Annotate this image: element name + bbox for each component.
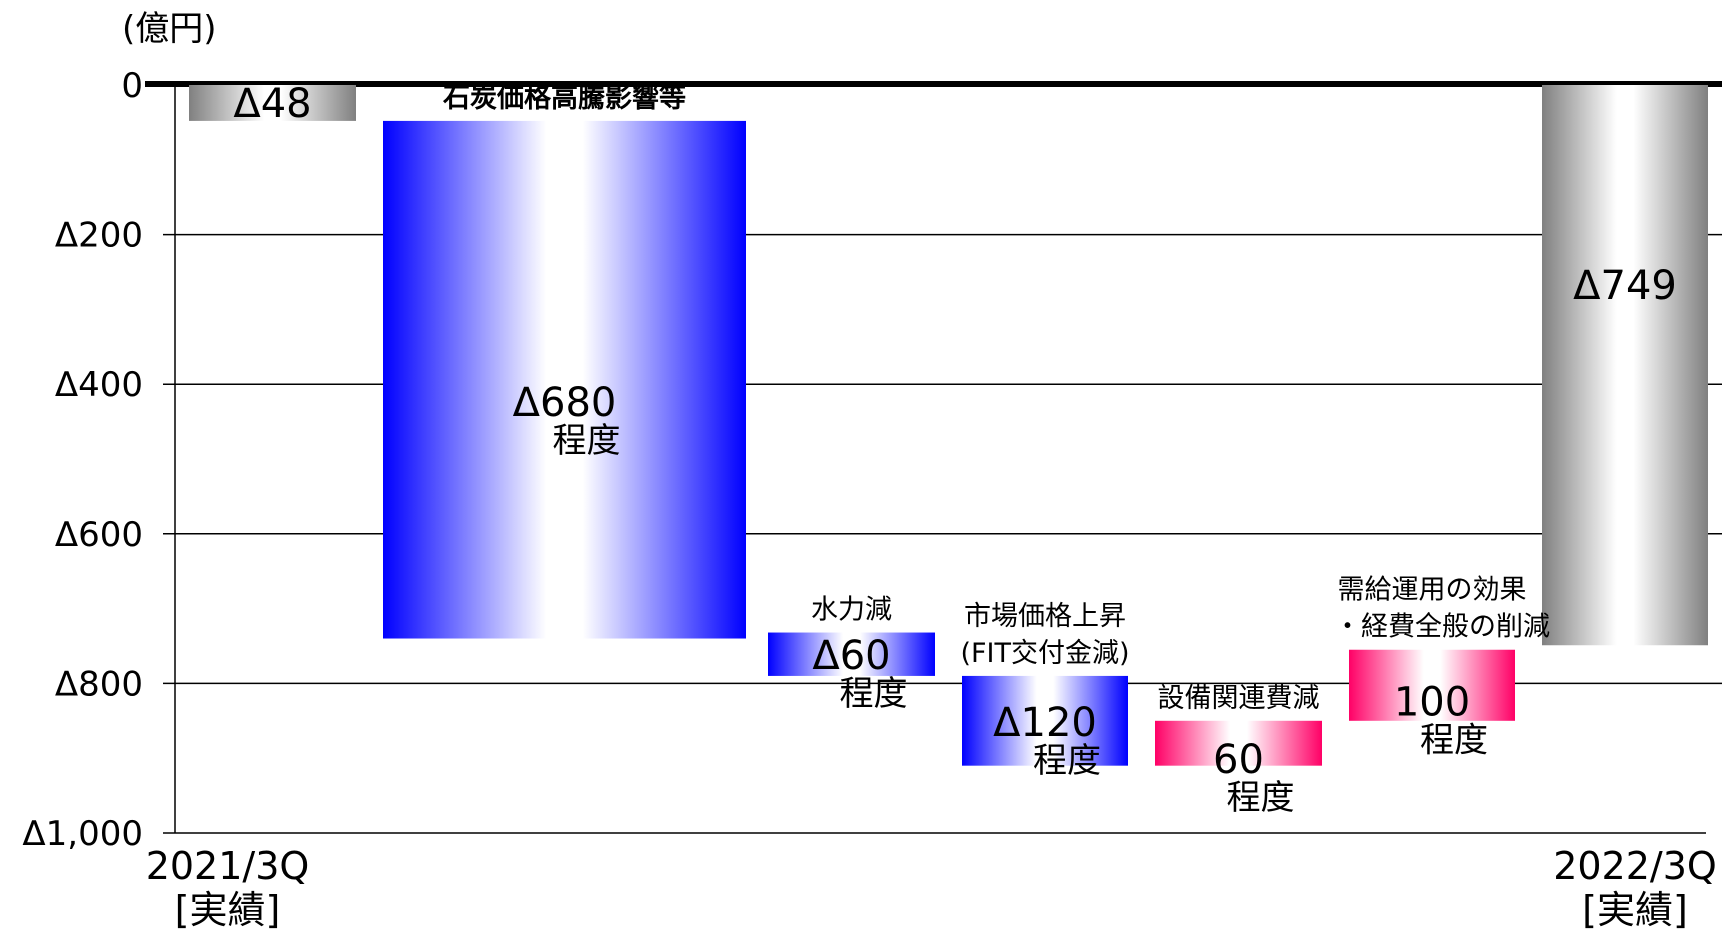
y-tick-label: Δ400 bbox=[55, 365, 143, 405]
bar-annotation: 市場価格上昇 bbox=[964, 601, 1126, 632]
y-tick-label: 0 bbox=[121, 66, 143, 106]
bar-5 bbox=[1349, 649, 1515, 721]
bar-value-label: Δ680 bbox=[513, 380, 617, 426]
bar-unit-label: 程度 bbox=[1033, 741, 1101, 781]
bar-6 bbox=[1542, 85, 1708, 646]
category-labels: 2021/3Q[実績]2022/3Q[実績] bbox=[146, 844, 1717, 932]
bar-1 bbox=[383, 120, 746, 639]
bar-unit-label: 程度 bbox=[1227, 778, 1295, 818]
bars bbox=[189, 85, 1708, 766]
bar-value-label: 100 bbox=[1394, 679, 1470, 725]
bar-value-label: Δ48 bbox=[233, 81, 311, 127]
bar-value-label: Δ60 bbox=[812, 633, 890, 679]
bar-unit-label: 程度 bbox=[840, 674, 908, 714]
bar-annotation: 需給運用の効果 bbox=[1338, 575, 1527, 606]
y-tick-label: Δ1,000 bbox=[22, 814, 143, 854]
bar-annotation: 設備関連費減 bbox=[1158, 683, 1320, 714]
bar-annotation: ・経費全般の削減 bbox=[1334, 612, 1550, 643]
y-tick-label: Δ600 bbox=[55, 515, 143, 555]
category-label: 2021/3Q bbox=[146, 844, 310, 888]
bar-unit-label: 程度 bbox=[1420, 720, 1488, 760]
bar-annotation: (FIT交付金減) bbox=[960, 638, 1129, 669]
bar-annotation: 水力減 bbox=[811, 595, 892, 626]
bar-value-label: Δ749 bbox=[1573, 263, 1677, 309]
y-axis-unit-label: (億円) bbox=[122, 9, 217, 49]
bar-labels: Δ48Δ680程度石炭価格高騰影響等Δ60程度水力減Δ120程度市場価格上昇(F… bbox=[233, 81, 1676, 818]
bar-annotation: 石炭価格高騰影響等 bbox=[442, 82, 686, 114]
bar-value-label: Δ120 bbox=[993, 700, 1097, 746]
bar-2 bbox=[768, 632, 935, 676]
bar-4 bbox=[1155, 720, 1322, 766]
category-sublabel: [実績] bbox=[175, 888, 281, 932]
bar-value-label: 60 bbox=[1213, 737, 1264, 783]
y-tick-label: Δ800 bbox=[55, 664, 143, 704]
y-tick-labels: 0 Δ200 Δ400 Δ600 Δ800 Δ1,000 bbox=[22, 66, 143, 854]
bar-0 bbox=[189, 85, 356, 121]
y-tick-label: Δ200 bbox=[55, 216, 143, 256]
category-sublabel: [実績] bbox=[1582, 888, 1688, 932]
bar-3 bbox=[962, 675, 1128, 766]
category-label: 2022/3Q bbox=[1553, 844, 1717, 888]
bar-unit-label: 程度 bbox=[553, 421, 621, 461]
axes bbox=[145, 81, 1722, 834]
